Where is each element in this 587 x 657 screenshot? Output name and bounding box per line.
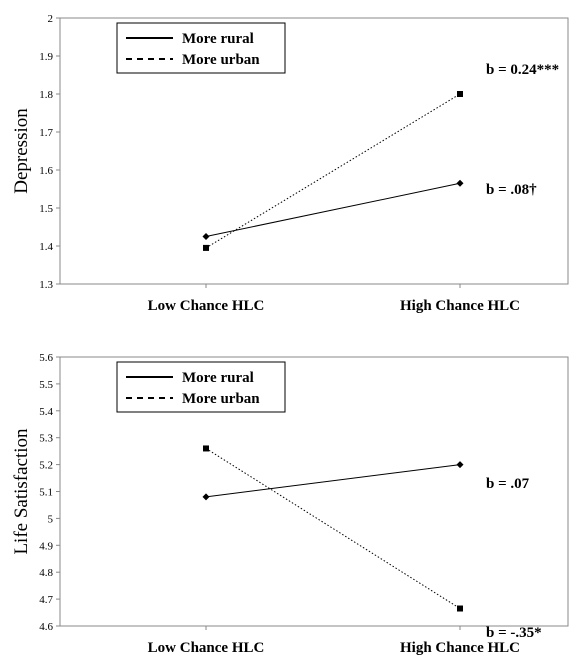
y-tick-label: 5 <box>48 513 54 525</box>
y-tick-label: 4.6 <box>39 621 53 633</box>
legend-label-more-rural: More rural <box>182 31 254 47</box>
data-point-more-urban <box>457 605 463 612</box>
y-axis-ticks: 4.6 4.7 4.8 4.9 5 5.1 5.2 5.3 5.4 5.5 5.6 <box>39 352 461 633</box>
annotation-urban-slope: b = 0.24*** <box>486 62 559 78</box>
y-tick-label: 1.9 <box>39 51 53 63</box>
annotation-rural-slope: b = .08† <box>486 182 537 198</box>
y-tick-label: 1.6 <box>39 165 53 177</box>
y-tick-label: 5.3 <box>39 433 53 445</box>
data-point-more-urban <box>457 91 463 97</box>
x-tick-label-low: Low Chance HLC <box>148 298 265 314</box>
series-line-more-rural <box>205 464 461 498</box>
legend-label-more-rural: More rural <box>182 370 254 386</box>
data-point-more-rural <box>202 233 210 240</box>
series-lines <box>202 91 464 251</box>
life-satisfaction-chart: 4.6 4.7 4.8 4.9 5 5.1 5.2 5.3 5.4 5.5 5.6 Life Sat… <box>11 352 569 656</box>
legend-box <box>116 361 286 413</box>
data-point-more-rural <box>202 493 210 501</box>
y-tick-label: 5.5 <box>39 379 53 391</box>
y-tick-label: 4.7 <box>39 594 53 606</box>
legend: More rural More urban <box>116 22 286 74</box>
data-point-more-urban <box>203 445 209 452</box>
y-tick-label: 1.8 <box>39 89 53 101</box>
annotation-urban-slope: b = -.35* <box>486 625 542 641</box>
y-tick-label: 5.1 <box>39 487 53 499</box>
y-tick-label: 2 <box>48 13 54 25</box>
y-axis-label: Life Satisfaction <box>11 428 32 555</box>
y-axis-label: Depression <box>11 108 32 194</box>
y-tick-label: 1.5 <box>39 203 53 215</box>
y-axis-ticks: 1.3 1.4 1.5 1.6 1.7 1.8 1.9 2 <box>39 13 461 291</box>
legend-box <box>116 22 286 74</box>
data-point-more-urban <box>203 244 209 251</box>
series-line-more-urban <box>205 93 461 249</box>
depression-chart: 1.3 1.4 1.5 1.6 1.7 1.8 1.9 2 Depression Low Ch… <box>11 13 569 314</box>
y-tick-label: 1.3 <box>39 279 53 291</box>
y-tick-label: 5.4 <box>39 406 53 418</box>
data-point-more-rural <box>456 179 464 187</box>
annotation-rural-slope: b = .07 <box>486 476 530 492</box>
y-tick-label: 4.9 <box>39 540 53 552</box>
y-tick-label: 5.6 <box>39 352 53 364</box>
x-tick-label-high: High Chance HLC <box>400 640 520 656</box>
legend-label-more-urban: More urban <box>182 391 260 407</box>
series-lines <box>202 445 464 612</box>
x-tick-label-low: Low Chance HLC <box>148 640 265 656</box>
data-point-more-rural <box>456 461 464 469</box>
series-line-more-urban <box>205 448 461 609</box>
legend: More rural More urban <box>116 361 286 413</box>
y-tick-label: 1.7 <box>39 127 53 139</box>
plot-frame <box>59 17 569 285</box>
y-tick-label: 4.8 <box>39 567 53 579</box>
legend-label-more-urban: More urban <box>182 52 260 68</box>
y-tick-label: 5.2 <box>39 460 53 472</box>
x-tick-label-high: High Chance HLC <box>400 298 520 314</box>
y-tick-label: 1.4 <box>39 241 53 253</box>
series-line-more-rural <box>205 182 461 237</box>
